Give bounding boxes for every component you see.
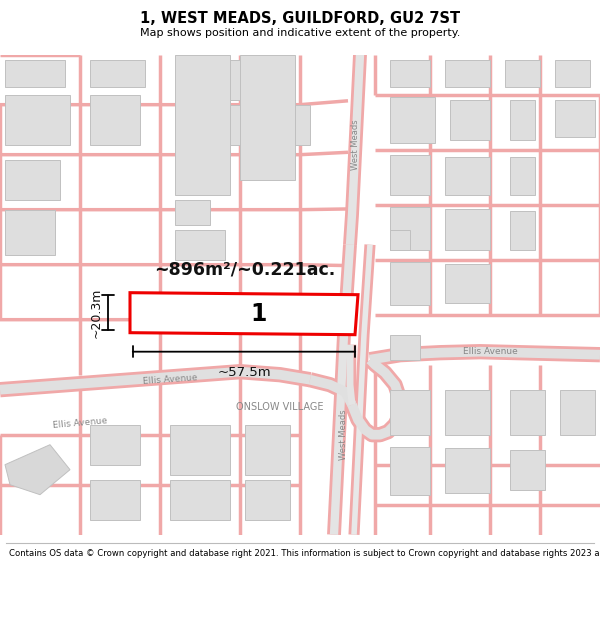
Polygon shape [510,211,535,249]
Polygon shape [240,54,295,180]
Polygon shape [175,104,245,144]
Polygon shape [255,104,310,144]
Polygon shape [175,200,210,224]
Polygon shape [90,480,140,519]
Text: West Meads: West Meads [350,119,359,170]
Polygon shape [130,292,358,335]
Polygon shape [195,59,295,99]
Text: ~20.3m: ~20.3m [90,288,103,338]
Polygon shape [445,390,490,435]
Polygon shape [5,445,70,495]
Polygon shape [555,59,590,87]
Polygon shape [390,335,420,359]
Polygon shape [90,425,140,465]
Text: ~896m²/~0.221ac.: ~896m²/~0.221ac. [154,261,335,279]
Polygon shape [445,157,490,195]
Text: Contains OS data © Crown copyright and database right 2021. This information is : Contains OS data © Crown copyright and d… [9,549,600,558]
Polygon shape [445,264,490,302]
Polygon shape [175,229,225,260]
Polygon shape [5,210,55,255]
Polygon shape [445,448,490,493]
Polygon shape [510,450,545,490]
Polygon shape [445,209,490,249]
Text: ONSLOW VILLAGE: ONSLOW VILLAGE [236,402,324,412]
Polygon shape [390,447,430,495]
Polygon shape [175,54,230,195]
Text: ~57.5m: ~57.5m [217,366,271,379]
Polygon shape [5,159,60,200]
Polygon shape [170,425,230,475]
Text: Ellis Avenue: Ellis Avenue [52,416,107,429]
Polygon shape [390,262,430,304]
Text: West Meads: West Meads [340,409,349,460]
Polygon shape [560,390,595,435]
Polygon shape [245,480,290,519]
Polygon shape [170,480,230,519]
Text: 1: 1 [250,302,266,326]
Polygon shape [510,390,545,435]
Polygon shape [90,94,140,144]
Polygon shape [390,97,435,142]
Text: Ellis Avenue: Ellis Avenue [463,348,517,356]
Polygon shape [510,99,535,139]
Polygon shape [510,157,535,195]
Polygon shape [450,99,490,139]
Polygon shape [390,59,430,87]
Polygon shape [5,59,65,87]
Text: Ellis Avenue: Ellis Avenue [142,373,197,386]
Polygon shape [245,425,290,475]
Text: 1, WEST MEADS, GUILDFORD, GU2 7ST: 1, WEST MEADS, GUILDFORD, GU2 7ST [140,11,460,26]
Polygon shape [505,59,540,87]
Text: Map shows position and indicative extent of the property.: Map shows position and indicative extent… [140,28,460,38]
Polygon shape [5,94,70,144]
Polygon shape [390,390,430,435]
Polygon shape [390,207,430,249]
Polygon shape [90,59,145,87]
Polygon shape [390,229,410,249]
Polygon shape [445,59,490,87]
Polygon shape [555,99,595,137]
Polygon shape [390,154,430,195]
